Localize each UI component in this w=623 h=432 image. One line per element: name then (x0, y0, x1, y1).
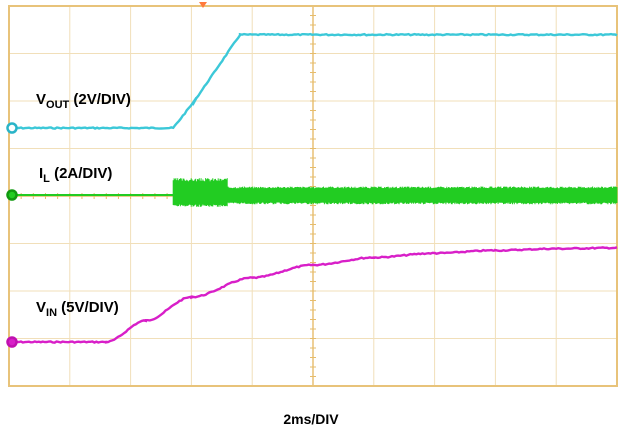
vin-label-rest: (5V/DIV) (57, 299, 119, 316)
il-label: IL (2A/DIV) (39, 165, 112, 185)
vin-label-sub: IN (46, 307, 57, 319)
vin-channel-marker[interactable] (6, 336, 18, 348)
vin-label-main: V (36, 299, 46, 316)
vin-label: VIN (5V/DIV) (36, 299, 119, 319)
il-label-main: I (39, 165, 43, 182)
il-channel-marker[interactable] (6, 189, 18, 201)
time-scale-label: 2ms/DIV (283, 411, 339, 427)
il-label-rest: (2A/DIV) (50, 165, 113, 182)
vout-trace (8, 32, 618, 130)
il-trace-ripple (172, 178, 618, 207)
vout-label-main: V (36, 91, 46, 108)
il-label-sub: L (43, 173, 50, 185)
vout-label: VOUT (2V/DIV) (36, 91, 131, 111)
il-trace-group (9, 178, 618, 207)
vout-channel-marker[interactable] (6, 122, 18, 134)
vin-trace (8, 246, 618, 344)
vout-label-sub: OUT (46, 99, 70, 111)
vout-label-rest: (2V/DIV) (69, 91, 131, 108)
trigger-position-marker (199, 2, 207, 8)
vin-trace-group (8, 246, 618, 344)
